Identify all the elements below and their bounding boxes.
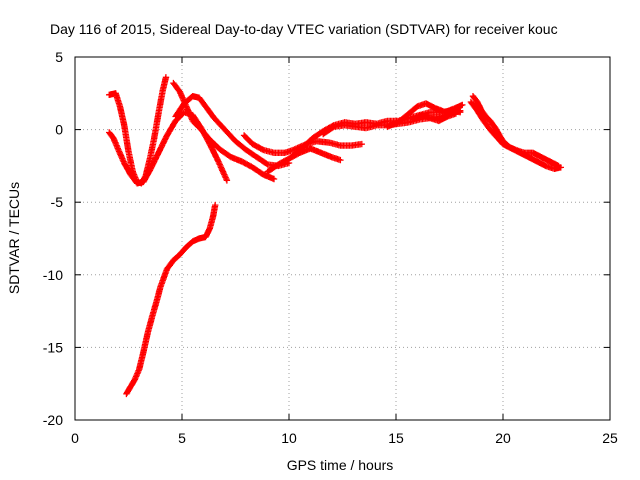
marker-trace (469, 93, 562, 170)
series-track-c (170, 79, 278, 183)
series-track-f (264, 145, 344, 175)
marker-trace (467, 98, 564, 172)
series-track-i (384, 100, 466, 130)
marker-trace (264, 145, 344, 175)
series-track-d (172, 93, 293, 170)
y-tick-label: -20 (43, 412, 63, 428)
marker-trace (170, 79, 278, 183)
marker-trace (172, 93, 293, 170)
y-tick-label: -15 (43, 339, 63, 355)
y-tick-label: -5 (51, 194, 64, 210)
series-track-l (467, 98, 564, 172)
y-tick-label: 0 (55, 122, 63, 138)
marker-trace (384, 100, 466, 130)
y-tick-label: 5 (55, 49, 63, 65)
x-tick-label: 15 (388, 430, 404, 446)
series-track-j (409, 110, 460, 125)
grid-lines (75, 57, 610, 420)
data-series (106, 74, 564, 398)
series-track-a (106, 74, 170, 187)
marker-trace (409, 110, 460, 125)
series-track-m (123, 201, 219, 398)
marker-trace (123, 201, 219, 398)
marker-trace (106, 74, 170, 187)
x-axis-label: GPS time / hours (287, 457, 394, 473)
chart-title: Day 116 of 2015, Sidereal Day-to-day VTE… (50, 21, 558, 37)
y-tick-label: -10 (43, 267, 63, 283)
x-tick-label: 0 (71, 430, 79, 446)
plot-frame (74, 56, 611, 421)
x-tick-label: 5 (178, 430, 186, 446)
y-axis-label: SDTVAR / TECUs (6, 182, 22, 294)
x-tick-label: 25 (602, 430, 618, 446)
axis-ticks: 0 5 10 15 20 25 -20 -15 -10 -5 0 5 (43, 49, 618, 446)
series-track-k (469, 93, 562, 170)
x-tick-label: 20 (495, 430, 511, 446)
x-tick-label: 10 (281, 430, 297, 446)
